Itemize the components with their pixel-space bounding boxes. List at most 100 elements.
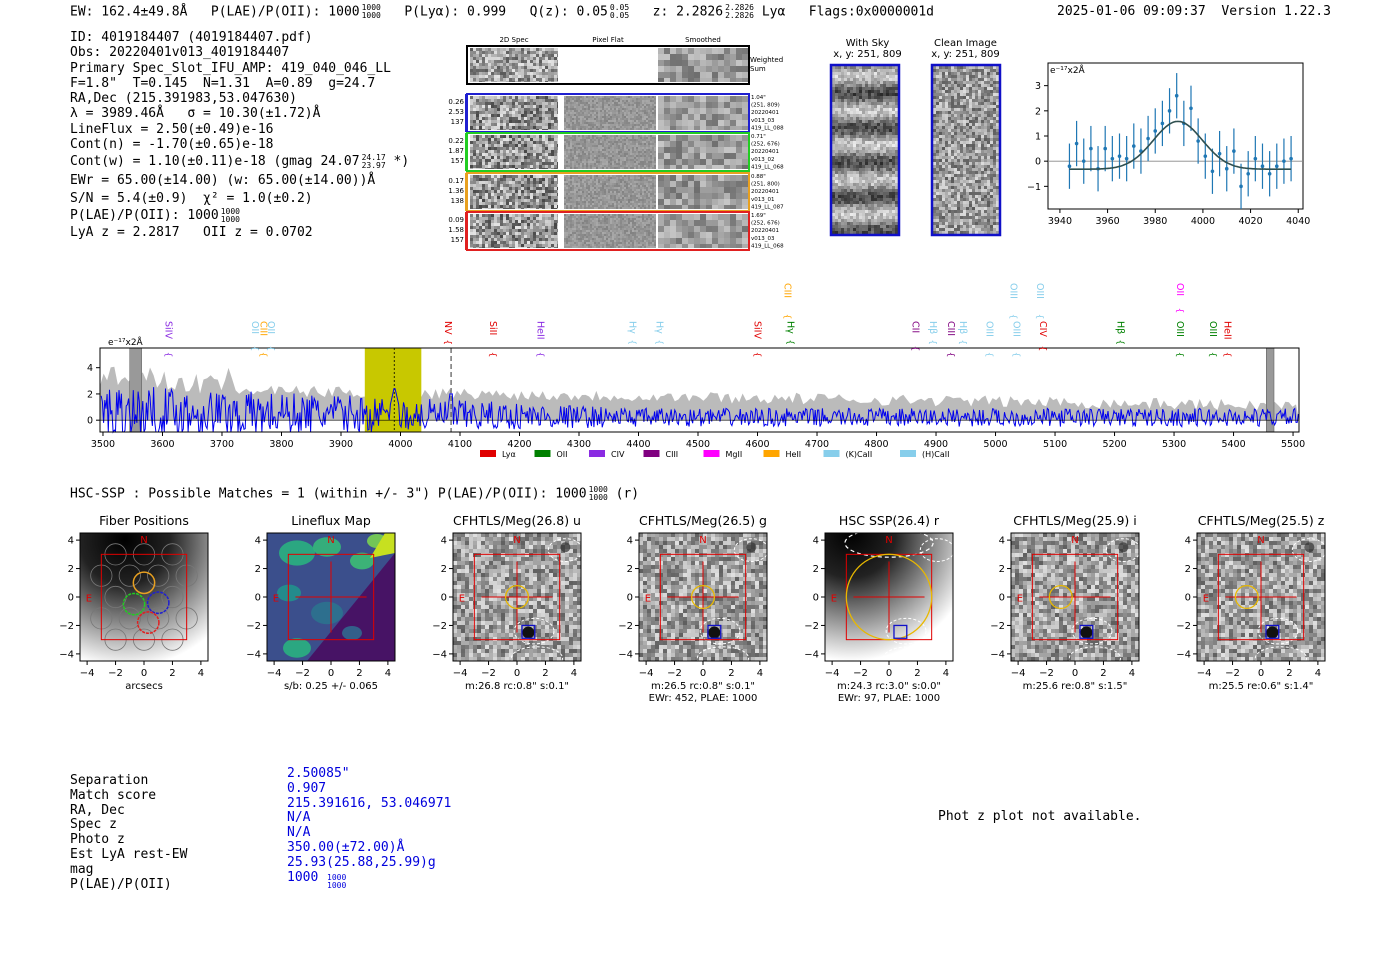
- imaging-x-tick-label: −2: [295, 668, 310, 679]
- spectrum-y-tick-label: 4: [87, 363, 93, 374]
- cutout-row-meta: v013_02: [751, 157, 775, 163]
- imaging-y-tick-label: 4: [813, 536, 819, 547]
- cutout-row-bar: [465, 173, 468, 211]
- cutout-row-meta: 419_LL_087: [751, 204, 784, 210]
- summary-label: Photo z: [70, 832, 125, 848]
- cutout-row-meta: 1.04": [751, 95, 766, 101]
- info-plae: P(LAE)/P(OII): 1000 1000 1000: [70, 206, 240, 224]
- fit-data-point: [1081, 159, 1086, 163]
- spectrum-x-tick-label: 4100: [448, 439, 472, 450]
- cutout-row-num: 0.22: [448, 137, 464, 145]
- imaging-y-tick-label: 2: [813, 564, 819, 575]
- line-fit-plot: e⁻¹⁷x2Å 3940 3960 3980 4000 4020 4040 3 2 1 0 −1: [1027, 62, 1310, 227]
- imaging-panel-title: CFHTLS/Meg(26.5) g: [639, 513, 767, 528]
- imaging-y-tick-label: 4: [1185, 536, 1191, 547]
- emission-line-marker: {: [1007, 314, 1017, 320]
- source-ellipse: [510, 646, 564, 661]
- legend-label: CIV: [611, 450, 625, 459]
- emission-line-label: CIII: [258, 321, 269, 336]
- imaging-panel-title: CFHTLS/Meg(25.5) z: [1198, 513, 1325, 528]
- summary-value: 25.93(25.88,25.99)g: [287, 854, 436, 870]
- imaging-x-tick-label: −4: [1011, 668, 1026, 679]
- fit-x-tick-label: 4040: [1286, 216, 1310, 227]
- with-sky-frame: [829, 63, 901, 237]
- imaging-y-tick-label: −2: [432, 621, 447, 632]
- emission-line-label: OIII: [1007, 283, 1018, 299]
- row-pixel-flat: [564, 96, 656, 130]
- fit-x-tick-label: 3960: [1095, 216, 1119, 227]
- row-smoothed: [658, 96, 748, 130]
- emission-line-label: CIV: [1037, 321, 1048, 337]
- imaging-y-tick-label: −2: [990, 621, 1005, 632]
- info-line: EWr = 65.00(±14.00) (w: 65.00(±14.00))Å: [70, 173, 376, 189]
- imaging-x-tick-label: 2: [356, 668, 362, 679]
- aperture-circle: [1234, 584, 1259, 610]
- imaging-y-tick-label: 2: [68, 564, 74, 575]
- imaging-panel-caption: EWr: 452, PLAE: 1000: [649, 693, 758, 704]
- emission-line-marker: {: [162, 352, 172, 358]
- fit-data-point: [1117, 154, 1122, 158]
- imaging-y-tick-label: 0: [68, 593, 74, 604]
- spectrum-frame: [99, 347, 1300, 433]
- source-ellipse: [844, 533, 934, 558]
- cutout-row-num: 138: [451, 197, 464, 205]
- fit-data-point: [1274, 164, 1279, 169]
- catalog-match-box: [1265, 624, 1280, 639]
- imaging-x-tick-label: 0: [1258, 668, 1264, 679]
- header-timestamp: 2025-01-06 09:09:37 Version 1.22.3: [1057, 4, 1331, 19]
- imaging-x-tick-label: 0: [514, 668, 520, 679]
- emission-line-label: OIII: [1174, 321, 1185, 337]
- emission-line-marker: {: [653, 339, 663, 345]
- fiber-circle: [118, 607, 141, 630]
- emission-line-label: CIII: [781, 283, 792, 298]
- imaging-panel-title: CFHTLS/Meg(26.8) u: [453, 513, 581, 528]
- header-flags: Flags:0x0000001d: [808, 4, 935, 20]
- cutout-panel: 2D Spec Pixel Flat Smoothed Weighted Sum 0.26…: [420, 30, 820, 260]
- spectrum-x-tick-label: 3500: [91, 439, 115, 450]
- row-pixel-flat: [564, 175, 656, 209]
- cutout-col-title: Smoothed: [685, 36, 721, 44]
- source-ellipse: [1068, 646, 1122, 661]
- emission-line-label: NV: [442, 321, 453, 335]
- emission-line-marker: {: [258, 352, 268, 358]
- fiber-circle: [118, 564, 141, 587]
- legend-label: OII: [557, 450, 568, 459]
- info-lines2: EWr = 65.00(±14.00) (w: 65.00(±14.00))Å S…: [70, 172, 409, 207]
- cutout-row-num: 0.26: [448, 98, 464, 106]
- cutout-row-bar: [465, 212, 468, 250]
- north-label: N: [1257, 535, 1264, 546]
- imaging-y-tick-label: −2: [804, 621, 819, 632]
- fit-data-point: [1246, 171, 1250, 176]
- imaging-y-tick-label: 4: [255, 536, 261, 547]
- imaging-x-tick-label: −4: [453, 668, 468, 679]
- east-label: E: [645, 593, 651, 604]
- aperture-box: [473, 553, 561, 641]
- weighted-label: Sum: [750, 65, 766, 73]
- imaging-y-tick-label: 2: [255, 564, 261, 575]
- fit-data-point: [1110, 156, 1115, 161]
- cutout-row-meta: 20220401: [751, 149, 779, 155]
- summary-label: Match score: [70, 787, 157, 803]
- cutout-row-num: 157: [451, 236, 464, 244]
- legend-swatch: [534, 450, 551, 457]
- fit-data-point: [1131, 144, 1136, 148]
- info-line: Obs: 20220401v013_4019184407: [70, 45, 290, 61]
- fit-data-point: [1224, 166, 1229, 171]
- legend-label: (H)CaII: [922, 450, 949, 459]
- cutout-row-meta: 419_LL_088: [751, 125, 784, 131]
- imaging-x-tick-label: 2: [1286, 668, 1292, 679]
- spectrum-x-tick-label: 4500: [686, 439, 710, 450]
- summary-label: Separation: [70, 773, 149, 788]
- source-ellipse: [696, 646, 750, 661]
- fiber-circle: [147, 564, 170, 587]
- full-spectrum-plot: e⁻¹⁷x2Å 3500 3600 3700 3800 3900 4000 4100 4200 4…: [87, 283, 1305, 459]
- fiber-circle-highlight: [146, 591, 170, 615]
- fit-x-tick-label: 3980: [1143, 216, 1167, 227]
- info-line: Cont(n) = -1.70(±0.65)e-18: [70, 137, 274, 153]
- row-smoothed: [658, 135, 748, 169]
- summary-value: N/A: [287, 825, 311, 841]
- legend-swatch: [900, 450, 916, 457]
- imaging-x-tick-label: 0: [700, 668, 706, 679]
- catalog-match-box: [707, 624, 722, 639]
